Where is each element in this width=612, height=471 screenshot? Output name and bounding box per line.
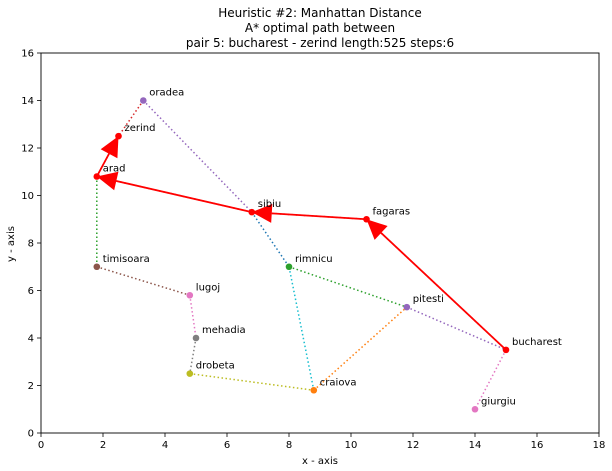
path-segment-arad-zerind — [96, 153, 110, 177]
chart-title-line-1: Heuristic #2: Manhattan Distance — [218, 6, 421, 20]
node-oradea — [140, 97, 147, 104]
y-tick-label-0: 0 — [28, 429, 34, 440]
path-arrowhead-sibiu — [251, 203, 273, 223]
node-sibiu — [248, 208, 256, 216]
node-pitesti — [403, 303, 411, 311]
node-label-sibiu: sibiu — [258, 199, 281, 210]
node-rimnicu — [285, 263, 293, 271]
edge-oradea-zerind — [117, 100, 144, 137]
y-axis-ticks: 0 2 4 6 8 10 12 14 16 — [21, 49, 41, 440]
node-label-fagaras: fagaras — [373, 206, 411, 217]
edge-rimnicu-pitesti — [288, 266, 408, 308]
edge-craiova-pitesti — [313, 306, 408, 391]
edge-sibiu-rimnicu — [251, 211, 290, 268]
path-segment-fagaras-sibiu — [271, 212, 367, 221]
node-lugoj — [186, 291, 194, 299]
path-segment-sibiu-arad — [116, 180, 253, 214]
node-label-oradea: oradea — [149, 88, 184, 99]
y-tick-label-8: 8 — [28, 239, 34, 250]
node-label-pitesti: pitesti — [413, 294, 444, 305]
nodes-layer — [93, 97, 510, 413]
node-drobeta — [186, 370, 194, 377]
node-label-rimnicu: rimnicu — [295, 254, 333, 265]
path-arrowhead-arad — [96, 171, 119, 191]
node-label-timisoara: timisoara — [103, 254, 150, 265]
node-zerind — [115, 132, 122, 140]
node-arad — [93, 173, 101, 180]
y-tick-label-16: 16 — [21, 49, 34, 60]
y-tick-label-2: 2 — [28, 381, 34, 392]
node-label-arad: arad — [103, 164, 126, 175]
node-timisoara — [93, 263, 101, 271]
node-fagaras — [363, 215, 370, 223]
node-label-drobeta: drobeta — [196, 361, 235, 372]
y-tick-label-4: 4 — [28, 334, 34, 345]
node-label-craiova: craiova — [320, 377, 357, 388]
y-axis-label: y - axis — [6, 226, 17, 262]
x-tick-label-10: 10 — [345, 440, 358, 451]
x-tick-label-14: 14 — [469, 440, 482, 451]
chart-title-line-3: pair 5: bucharest - zerind length:525 st… — [186, 36, 454, 50]
y-tick-label-12: 12 — [21, 144, 34, 155]
edge-timisoara-lugoj — [96, 266, 191, 296]
x-tick-label-8: 8 — [286, 440, 292, 451]
plot-frame — [40, 52, 600, 434]
path-segment-bucharest-fagaras — [380, 232, 507, 351]
edge-oradea-sibiu — [142, 99, 253, 213]
x-tick-label-2: 2 — [100, 440, 106, 451]
chart-title-line-2: A* optimal path between — [245, 21, 395, 35]
node-label-zerind: zerind — [125, 123, 156, 134]
y-tick-label-14: 14 — [21, 96, 34, 107]
node-craiova — [310, 386, 318, 394]
x-tick-label-0: 0 — [38, 440, 44, 451]
x-tick-label-4: 4 — [162, 440, 168, 451]
node-giurgiu — [471, 405, 479, 413]
labels-layer: oradea zerind arad sibiu fagaras timisoara rim… — [103, 88, 562, 408]
node-label-lugoj: lugoj — [196, 282, 220, 293]
edge-drobeta-craiova — [189, 372, 314, 391]
node-label-mehadia: mehadia — [202, 325, 246, 336]
x-tick-label-18: 18 — [593, 440, 606, 451]
x-axis-label: x - axis — [302, 456, 338, 467]
node-bucharest — [502, 346, 510, 354]
node-label-giurgiu: giurgiu — [481, 396, 516, 407]
x-tick-label-12: 12 — [407, 440, 420, 451]
node-label-bucharest: bucharest — [512, 337, 562, 348]
x-tick-label-6: 6 — [224, 440, 230, 451]
y-tick-label-10: 10 — [21, 191, 34, 202]
path-arrowhead-zerind — [100, 136, 119, 159]
path-arrowhead-fagaras — [366, 219, 388, 240]
edge-craiova-rimnicu — [288, 266, 315, 391]
x-axis-ticks: 0 2 4 6 8 10 12 14 16 18 — [38, 433, 606, 451]
x-tick-label-16: 16 — [531, 440, 544, 451]
node-mehadia — [192, 334, 200, 342]
path-layer — [96, 136, 507, 351]
edge-pitesti-bucharest — [406, 306, 507, 351]
y-tick-label-6: 6 — [28, 286, 34, 297]
edge-bucharest-giurgiu — [474, 349, 507, 410]
edge-lugoj-mehadia — [189, 295, 197, 339]
